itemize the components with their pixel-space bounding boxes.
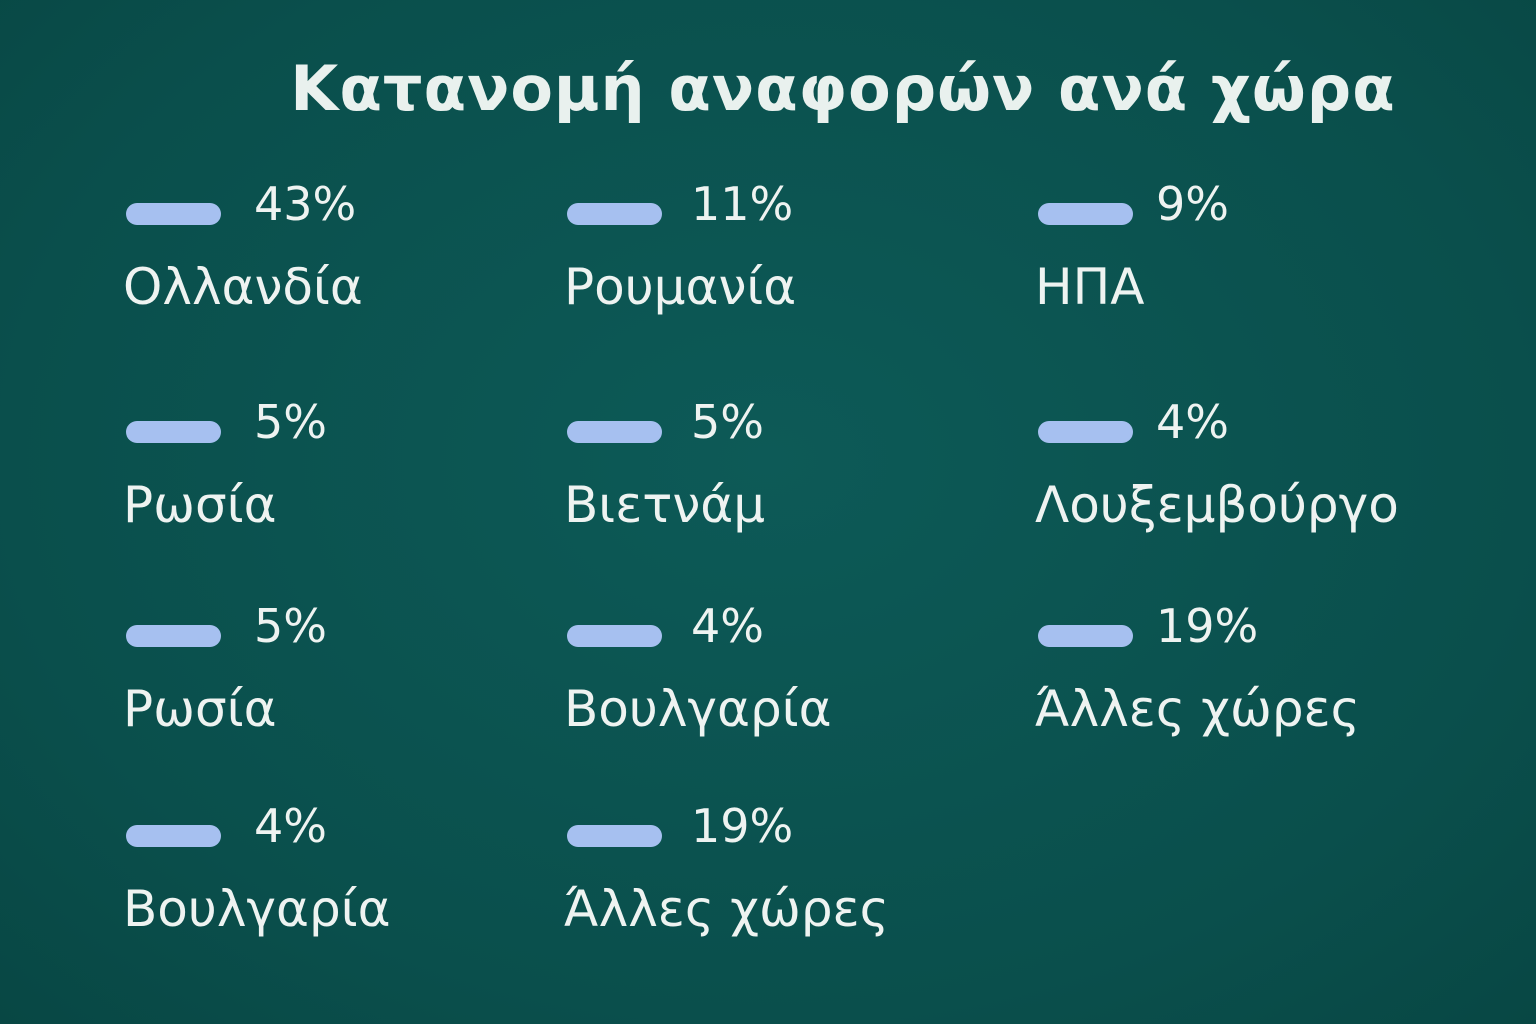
legend-item: 19% Άλλες χώρες [564,799,987,965]
title: Κατανομή αναφορών ανά χώρα [290,52,1396,125]
percent-label: 4% [254,799,327,853]
percent-label: 4% [691,599,764,653]
legend-item: 5% Ρωσία [123,599,546,765]
legend-item: 11% Ρουμανία [564,177,987,343]
percent-label: 5% [254,395,327,449]
country-label: Βουλγαρία [123,880,391,938]
country-label: Ρωσία [123,476,277,534]
percent-label: 19% [1156,599,1259,653]
legend-item: 4% Λουξεμβούργο [1035,395,1458,561]
country-label: Ρωσία [123,680,277,738]
legend-swatch [567,203,662,225]
percent-label: 5% [691,395,764,449]
percent-label: 43% [254,177,357,231]
legend-item: 5% Ρωσία [123,395,546,561]
legend-swatch [126,203,221,225]
country-label: ΗΠΑ [1035,258,1145,316]
legend-swatch [126,421,221,443]
country-label: Άλλες χώρες [1035,680,1360,738]
percent-label: 9% [1156,177,1229,231]
legend-swatch [1038,203,1133,225]
legend-item: 4% Βουλγαρία [564,599,987,765]
legend-item: 9% ΗΠΑ [1035,177,1458,343]
legend-swatch [567,421,662,443]
percent-label: 11% [691,177,794,231]
percent-label: 19% [691,799,794,853]
country-label: Ρουμανία [564,258,797,316]
legend-item: 4% Βουλγαρία [123,799,546,965]
legend-item: 43% Ολλανδία [123,177,546,343]
legend-swatch [1038,625,1133,647]
legend-swatch [1038,421,1133,443]
country-label: Βιετνάμ [564,476,766,534]
country-label: Άλλες χώρες [564,880,889,938]
country-label: Ολλανδία [123,258,363,316]
legend-item: 19% Άλλες χώρες [1035,599,1458,765]
legend-swatch [567,825,662,847]
legend-swatch [126,625,221,647]
legend-swatch [567,625,662,647]
percent-label: 5% [254,599,327,653]
legend-swatch [126,825,221,847]
country-label: Βουλγαρία [564,680,832,738]
legend-item: 5% Βιετνάμ [564,395,987,561]
country-label: Λουξεμβούργο [1035,476,1399,534]
percent-label: 4% [1156,395,1229,449]
